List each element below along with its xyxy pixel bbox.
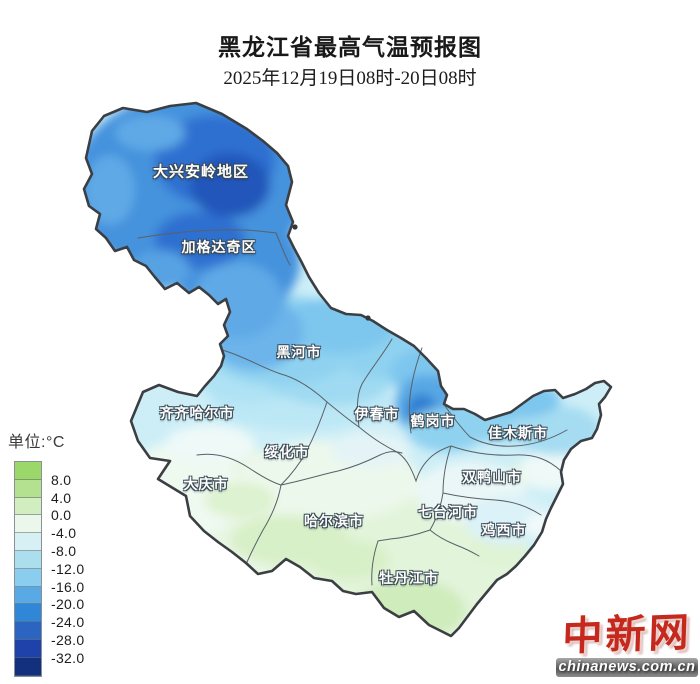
- legend-tick-label: -12.0: [51, 560, 85, 577]
- legend-tick-label: -16.0: [51, 578, 85, 595]
- legend-segment-10: -32.0: [15, 639, 84, 666]
- legend-segment-2: 0.0: [15, 497, 71, 523]
- legend-tick-label: -4.0: [51, 525, 77, 542]
- legend-tick-label: 0.0: [51, 507, 72, 524]
- legend-segment-0: 8.0: [15, 462, 71, 488]
- border-dot: [365, 315, 371, 321]
- region-label-jixi: 鸡西市: [481, 522, 527, 538]
- legend-segment-5: -12.0: [15, 550, 84, 577]
- legend-unit-label: 单位:°C: [8, 434, 65, 451]
- city-boundaries: [137, 229, 568, 586]
- region-label-shuangyashan: 双鸭山市: [462, 469, 522, 485]
- page-subtitle: 2025年12月19日08时-20日08时: [223, 68, 477, 89]
- legend-tick-label: -8.0: [51, 542, 77, 559]
- chinanews-watermark: 中新网 chinanews.com.cn: [556, 609, 698, 677]
- region-label-hegang: 鹤岗市: [410, 413, 456, 429]
- region-label-jiamusi: 佳木斯市: [488, 425, 548, 441]
- legend-tick-label: -20.0: [51, 596, 85, 613]
- legend-tick-label: -24.0: [51, 614, 85, 631]
- region-label-jiagedaqi: 加格达奇区: [181, 239, 257, 255]
- chinanews-logo-text: 中新网: [561, 609, 693, 660]
- border-dot: [292, 224, 298, 230]
- legend-segment-3: -4.0: [15, 515, 76, 541]
- region-label-harbin: 哈尔滨市: [304, 513, 364, 529]
- region-label-qiqihar: 齐齐哈尔市: [159, 405, 235, 421]
- region-label-daqing: 大庆市: [183, 476, 229, 492]
- legend-segment-7: -20.0: [15, 586, 84, 612]
- legend-segment-6: -16.0: [15, 568, 84, 595]
- legend-tick-label: 8.0: [51, 471, 72, 488]
- legend-tick-label: -28.0: [51, 631, 85, 648]
- region-label-heihe: 黑河市: [276, 344, 322, 360]
- legend-segment-1: 4.0: [15, 479, 71, 506]
- legend-tick-label: 4.0: [51, 489, 72, 506]
- legend-segment-11: [15, 657, 41, 676]
- temperature-legend: 单位:°C 8.0 4.0 0.0 -4.0 -8.0 -12.0 -16.0 -20.0 -2…: [8, 428, 84, 677]
- legend-colorbar: 8.0 4.0 0.0 -4.0 -8.0 -12.0 -16.0 -20.0 -24.0 -28…: [14, 461, 84, 677]
- page-title: 黑龙江省最高气温预报图: [218, 34, 482, 60]
- legend-segment-9: -28.0: [15, 622, 84, 648]
- region-label-qitaihe: 七台河市: [418, 504, 478, 520]
- legend-tick-label: -32.0: [51, 649, 85, 666]
- region-label-yichun: 伊春市: [354, 406, 400, 422]
- province-outline: [82, 101, 613, 638]
- chinanews-url-banner: chinanews.com.cn: [556, 658, 698, 677]
- region-label-daxinganling: 大兴安岭地区: [152, 163, 250, 181]
- legend-segment-8: -24.0: [15, 604, 84, 630]
- region-label-mudanjiang: 牡丹江市: [379, 570, 439, 586]
- temperature-zones: [84, 103, 611, 636]
- legend-segment-4: -8.0: [15, 533, 76, 559]
- region-label-suihua: 绥化市: [264, 444, 310, 460]
